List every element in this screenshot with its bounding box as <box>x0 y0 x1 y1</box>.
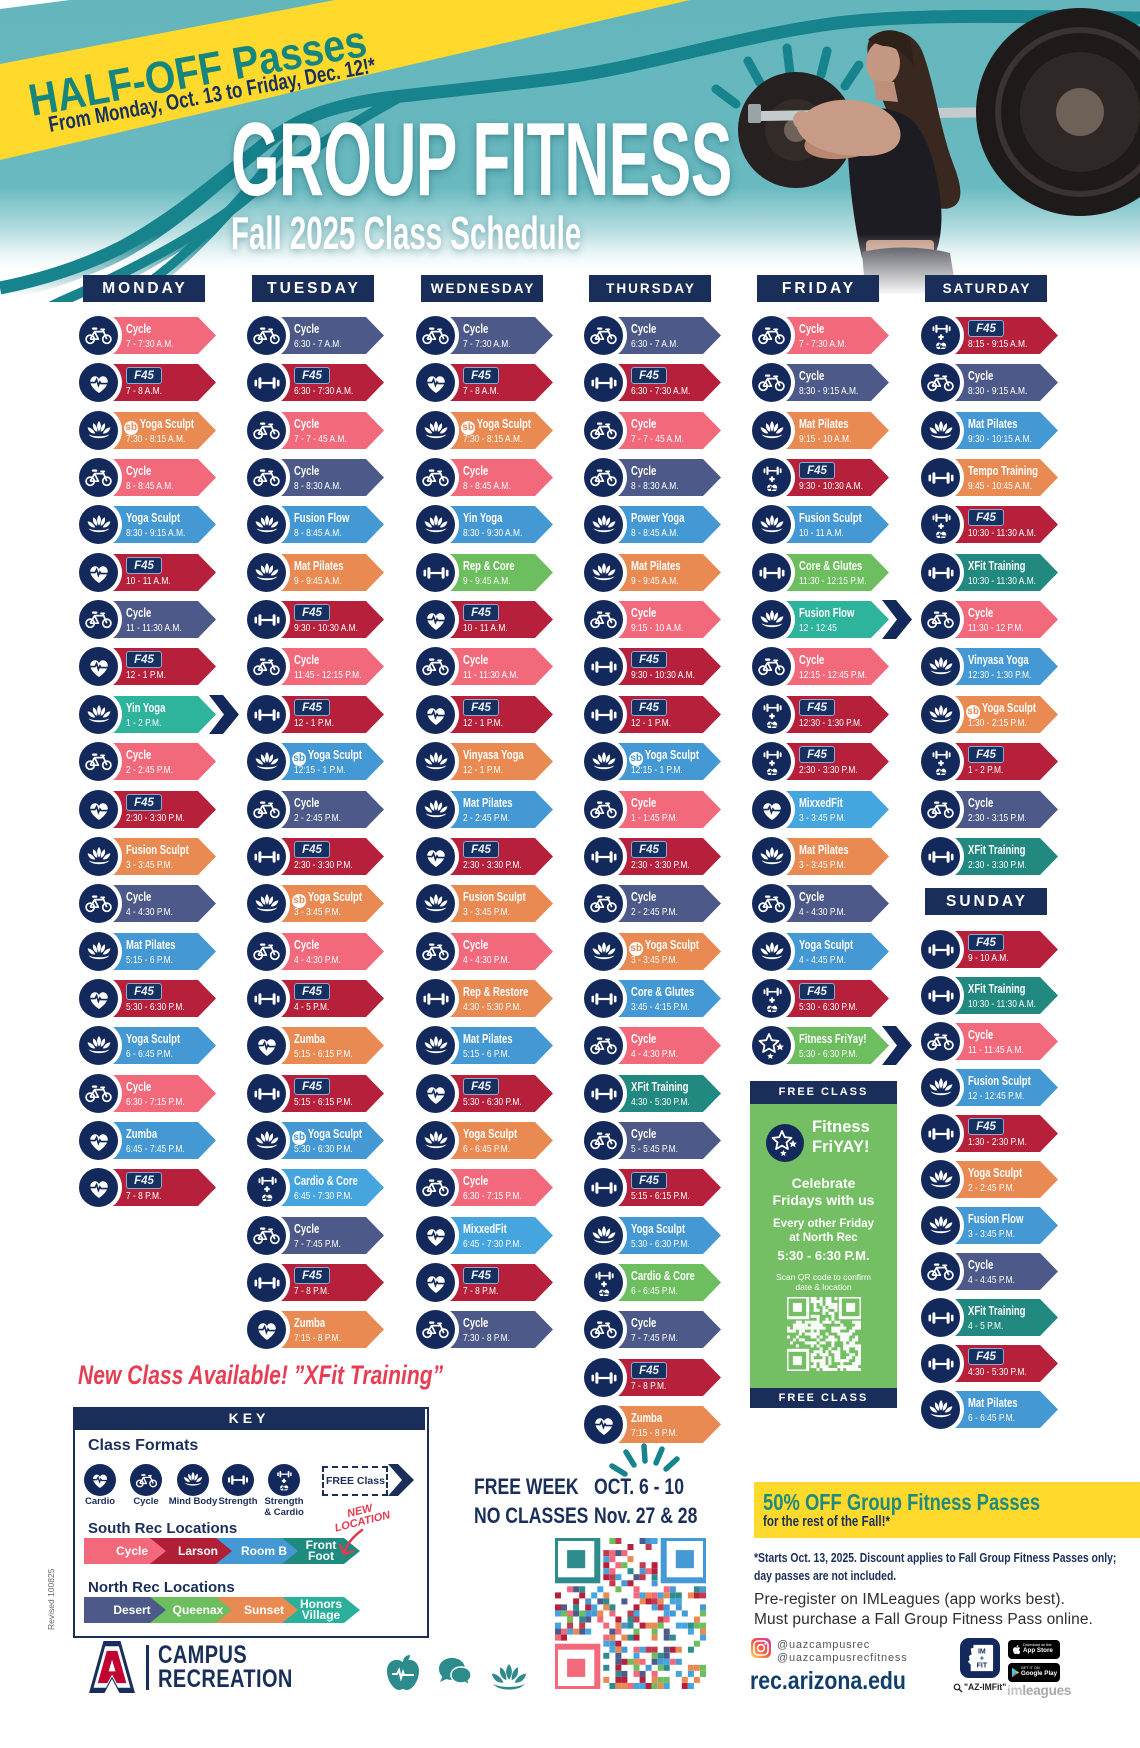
svg-text:IM: IM <box>978 1648 986 1655</box>
svg-text:FIT: FIT <box>977 1662 988 1669</box>
svg-text:+: + <box>980 1655 984 1662</box>
